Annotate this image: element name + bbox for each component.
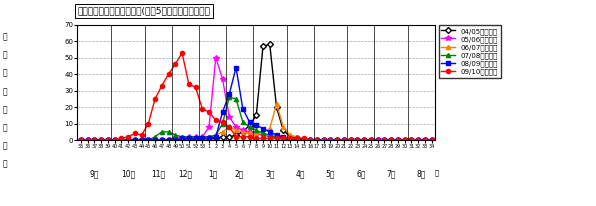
05/06シーズン <box>354 139 361 141</box>
Line: 07/08シーズン: 07/08シーズン <box>79 95 434 142</box>
07/08シーズン <box>172 134 179 136</box>
08/09シーズン <box>287 139 294 141</box>
05/06シーズン <box>77 139 85 141</box>
06/07シーズン <box>273 103 280 105</box>
07/08シーズン <box>77 139 85 141</box>
08/09シーズン <box>395 139 402 141</box>
09/10シーズン <box>172 63 179 66</box>
Text: 1月: 1月 <box>208 170 217 179</box>
04/05シーズン <box>395 139 402 141</box>
09/10シーズン <box>395 139 402 141</box>
Text: 9月: 9月 <box>89 170 99 179</box>
04/05シーズン <box>307 139 314 141</box>
Line: 08/09シーズン: 08/09シーズン <box>79 66 434 142</box>
05/06シーズン <box>293 139 300 141</box>
06/07シーズン <box>287 134 294 136</box>
Line: 04/05シーズン: 04/05シーズン <box>79 42 434 142</box>
Text: 数: 数 <box>3 159 8 169</box>
Text: り: り <box>3 105 8 114</box>
08/09シーズン <box>172 139 179 141</box>
06/07シーズン <box>172 139 179 141</box>
07/08シーズン <box>395 139 402 141</box>
07/08シーズン <box>428 139 435 141</box>
Text: 2月: 2月 <box>235 170 244 179</box>
Text: 3月: 3月 <box>265 170 275 179</box>
Text: 報: 報 <box>3 123 8 132</box>
05/06シーズン <box>395 139 402 141</box>
07/08シーズン <box>287 139 294 141</box>
05/06シーズン <box>428 139 435 141</box>
08/09シーズン <box>232 66 240 69</box>
08/09シーズン <box>77 139 85 141</box>
08/09シーズン <box>354 139 361 141</box>
06/07シーズン <box>428 139 435 141</box>
04/05シーズン <box>172 139 179 141</box>
Text: 11月: 11月 <box>151 170 166 179</box>
Text: 定: 定 <box>3 33 8 42</box>
04/05シーズン <box>293 137 300 140</box>
08/09シーズン <box>428 139 435 141</box>
06/07シーズン <box>354 139 361 141</box>
Line: 09/10シーズン: 09/10シーズン <box>79 51 434 142</box>
Text: 8月: 8月 <box>417 170 426 179</box>
Text: 6月: 6月 <box>356 170 365 179</box>
Legend: 04/05シーズン, 05/06シーズン, 06/07シーズン, 07/08シーズン, 08/09シーズン, 09/10シーズン: 04/05シーズン, 05/06シーズン, 06/07シーズン, 07/08シー… <box>439 25 501 78</box>
04/05シーズン <box>428 139 435 141</box>
09/10シーズン <box>287 137 294 140</box>
09/10シーズン <box>307 139 314 141</box>
07/08シーズン <box>293 139 300 141</box>
05/06シーズン <box>287 139 294 141</box>
04/05シーズン <box>287 136 294 138</box>
Text: 愛媛県　週別患者発生状況(過去5シーズンとの比較）: 愛媛県 週別患者発生状況(過去5シーズンとの比較） <box>77 7 210 15</box>
Text: 当: 当 <box>3 69 8 78</box>
08/09シーズン <box>293 139 300 141</box>
Text: 7月: 7月 <box>386 170 396 179</box>
09/10シーズン <box>354 139 361 141</box>
09/10シーズン <box>178 52 185 54</box>
04/05シーズン <box>354 139 361 141</box>
05/06シーズン <box>172 137 179 140</box>
Text: 週: 週 <box>435 170 439 176</box>
Text: 5月: 5月 <box>326 170 335 179</box>
Text: 4月: 4月 <box>296 170 305 179</box>
05/06シーズン <box>307 139 314 141</box>
09/10シーズン <box>77 139 85 141</box>
05/06シーズン <box>212 56 219 59</box>
06/07シーズン <box>395 139 402 141</box>
07/08シーズン <box>226 96 233 98</box>
Text: 10月: 10月 <box>121 170 135 179</box>
Text: 12月: 12月 <box>178 170 193 179</box>
06/07シーズン <box>293 136 300 138</box>
06/07シーズン <box>77 139 85 141</box>
07/08シーズン <box>354 139 361 141</box>
Text: 点: 点 <box>3 51 8 60</box>
Line: 06/07シーズン: 06/07シーズン <box>79 102 434 142</box>
Text: 告: 告 <box>3 141 8 150</box>
09/10シーズン <box>428 139 435 141</box>
Line: 05/06シーズン: 05/06シーズン <box>78 55 434 143</box>
04/05シーズン <box>77 139 85 141</box>
09/10シーズン <box>293 137 300 140</box>
08/09シーズン <box>307 139 314 141</box>
06/07シーズン <box>307 139 314 141</box>
04/05シーズン <box>266 43 274 46</box>
07/08シーズン <box>307 139 314 141</box>
Text: た: た <box>3 87 8 96</box>
